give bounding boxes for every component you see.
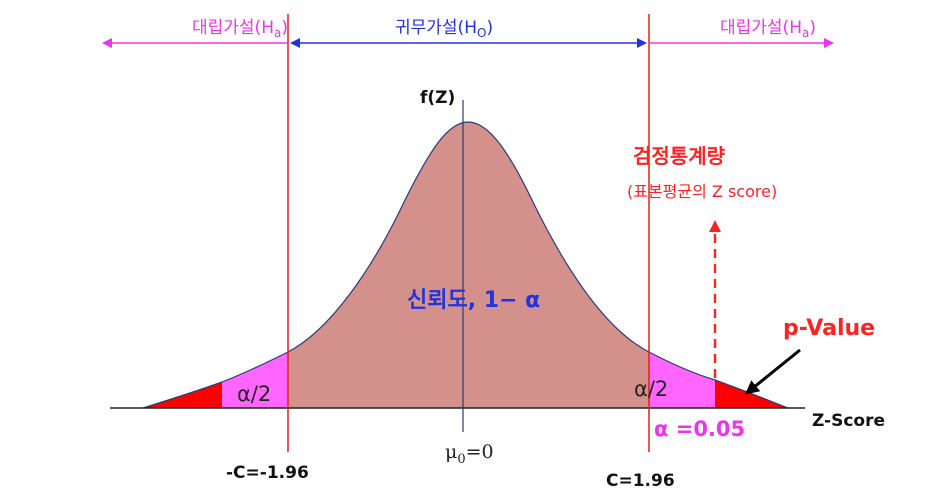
left-tail-magenta-region xyxy=(222,352,288,408)
p-value-label: p-Value xyxy=(783,316,875,341)
left-tail-red-region xyxy=(143,382,222,408)
right-tail-magenta-region xyxy=(649,352,715,408)
normal-curve xyxy=(142,121,789,409)
p-value-arrow xyxy=(744,348,801,395)
left-tail-label: α/2 xyxy=(237,382,271,406)
x-axis-label: Z-Score xyxy=(812,411,885,431)
mean-label: μ0=0 xyxy=(445,441,494,467)
y-axis-label: f(Z) xyxy=(420,88,455,108)
left-alternative-label: 대립가설(Ha) xyxy=(192,18,288,40)
alpha-label: α =0.05 xyxy=(654,417,745,441)
test-statistic-sublabel: (표본평균의 Z score) xyxy=(627,182,777,201)
null-hypothesis-label: 귀무가설(HO) xyxy=(395,18,493,40)
left-critical-label: -C=-1.96 xyxy=(226,463,309,483)
test-statistic-label: 검정통계량 xyxy=(633,144,726,168)
right-tail-label: α/2 xyxy=(634,377,668,401)
confidence-label: 신뢰도, 1− α xyxy=(407,288,540,313)
confidence-region xyxy=(288,122,649,408)
right-alternative-label: 대립가설(Ha) xyxy=(720,18,816,40)
right-critical-label: C=1.96 xyxy=(606,471,675,491)
